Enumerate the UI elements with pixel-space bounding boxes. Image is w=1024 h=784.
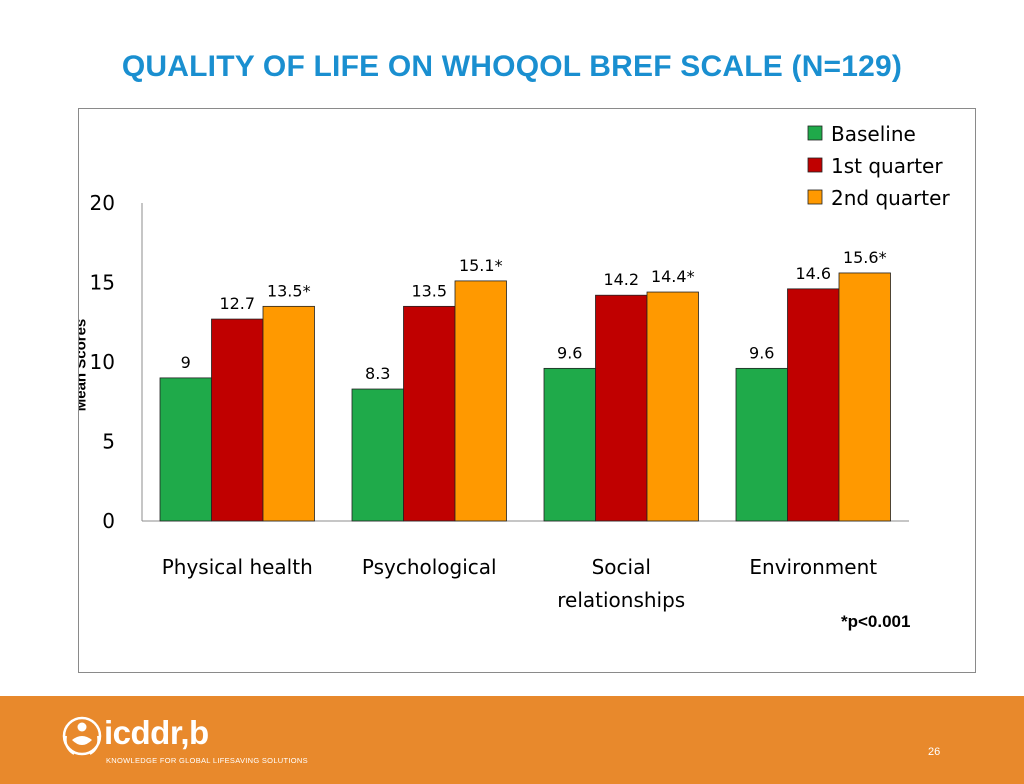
y-tick-label: 10 [90,350,115,374]
data-label: 9.6 [749,343,774,362]
logo-tagline: KNOWLEDGE FOR GLOBAL LIFESAVING SOLUTION… [106,756,308,765]
data-label: 8.3 [365,364,390,383]
data-label: 14.4* [651,267,695,286]
x-tick-label: Environment [749,555,877,579]
logo-emblem-icon [62,716,102,756]
legend-label: 2nd quarter [831,186,950,210]
bar [543,367,596,522]
page-number: 26 [928,746,941,758]
x-tick-label: Social [592,555,651,579]
y-tick-label: 0 [102,509,115,533]
bar [595,294,648,522]
bar [403,305,456,522]
legend-label: 1st quarter [831,154,943,178]
bar [351,388,404,522]
x-tick-label: relationships [557,588,685,612]
data-label: 9.6 [557,343,582,362]
data-label: 9 [181,353,191,372]
legend-label: Baseline [831,122,916,146]
significance-note: *p<0.001 [841,612,910,631]
y-tick-label: 20 [90,191,115,215]
bar-chart: 0 5 10 15 20 Mean Scores 9 12.7 13.5* Physical he… [79,122,950,631]
y-tick-label: 15 [90,271,115,295]
data-label: 13.5* [267,281,311,300]
legend-swatch [807,125,823,141]
data-label: 13.5 [411,281,447,300]
bar [787,288,840,522]
x-tick-label: Psychological [362,555,497,579]
legend-swatch [807,157,823,173]
bar [159,377,212,522]
chart-frame: 0 5 10 15 20 Mean Scores 9 12.7 13.5* Physical he… [78,108,976,673]
data-label: 14.2 [603,270,639,289]
legend-swatch [807,189,823,205]
data-label: 15.6* [843,248,887,267]
footer-band [0,696,1024,784]
bar [454,280,507,522]
slide-title: QUALITY OF LIFE ON WHOQOL BREF SCALE (N=… [121,50,903,83]
data-label: 15.1* [459,256,503,275]
logo-wordmark: icddr,b [104,714,209,751]
x-tick-label: Physical health [162,555,313,579]
bar [211,318,264,522]
bar [735,367,788,522]
bar [262,305,315,522]
data-label: 12.7 [219,294,255,313]
data-label: 14.6 [795,264,831,283]
bar [646,291,699,522]
y-tick-label: 5 [102,430,115,454]
bar [838,272,891,522]
icddrb-logo: icddr,b KNOWLEDGE FOR GLOBAL LIFESAVING … [60,712,330,772]
y-axis-title: Mean Scores [79,319,90,412]
